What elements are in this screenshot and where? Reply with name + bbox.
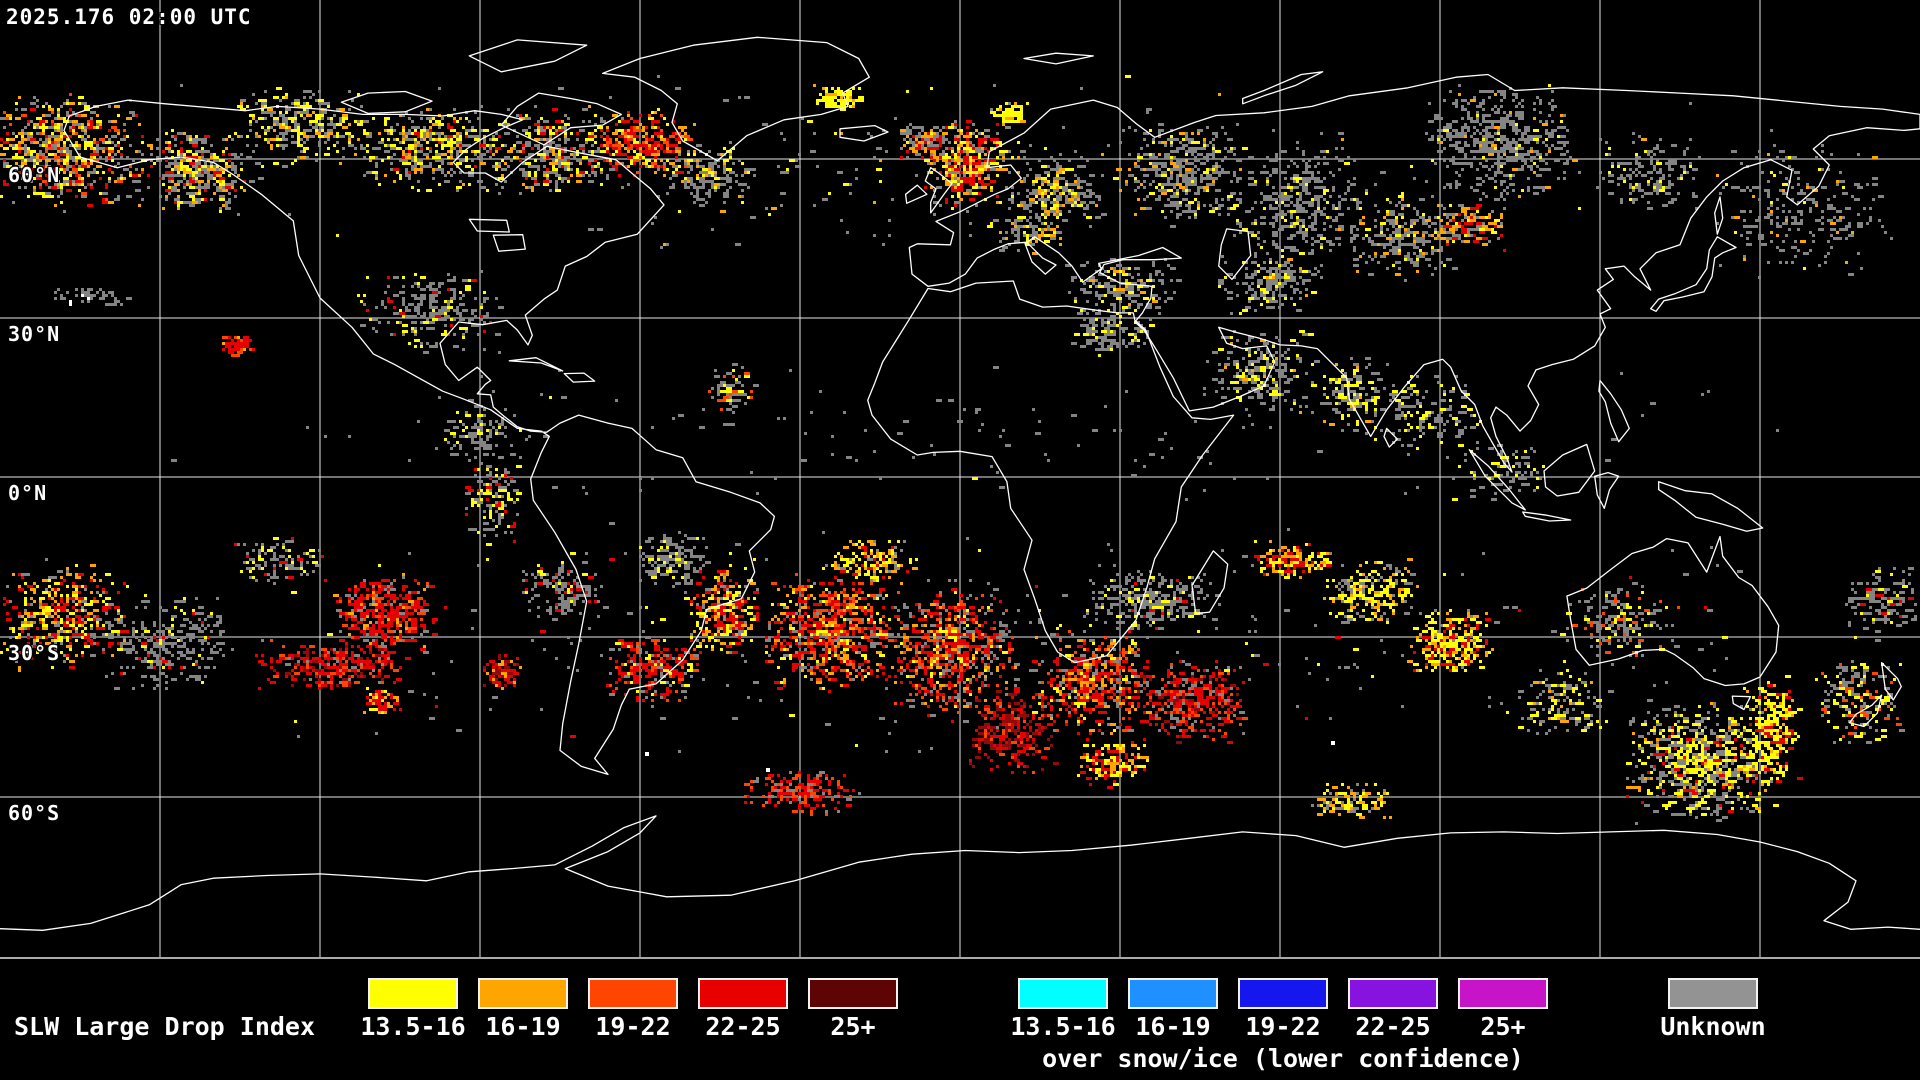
coastline-lake-superior bbox=[468, 218, 510, 233]
legend-swatch-label-cool-3: 22-25 bbox=[1355, 1012, 1431, 1041]
island-dot bbox=[645, 752, 649, 756]
legend-swatch-warm-3 bbox=[698, 978, 788, 1009]
coastline-nz-south bbox=[1848, 694, 1883, 728]
legend-swatch-cool-3 bbox=[1348, 978, 1438, 1009]
coastline-philippines bbox=[1598, 379, 1630, 443]
legend-swatch-cool-2 bbox=[1238, 978, 1328, 1009]
coastline-iceland bbox=[839, 124, 889, 142]
legend-swatch-label-cool-4: 25+ bbox=[1480, 1012, 1526, 1041]
legend-swatch-cool-1 bbox=[1128, 978, 1218, 1009]
lat-label-0N: 0°N bbox=[8, 481, 48, 505]
coastline-nz-north bbox=[1880, 661, 1902, 701]
coastline-borneo bbox=[1543, 443, 1596, 497]
legend-swatch-label-warm-1: 16-19 bbox=[485, 1012, 561, 1041]
coastline-australia bbox=[1566, 535, 1780, 687]
lat-label-30N: 30°N bbox=[8, 322, 61, 346]
coastline-novaya-zemlya bbox=[1242, 71, 1324, 105]
coastline-greenland bbox=[602, 36, 870, 162]
lat-label-30S: 30°S bbox=[8, 641, 61, 665]
legend-swatch-warm-4 bbox=[808, 978, 898, 1009]
lat-label-60S: 60°S bbox=[8, 801, 61, 825]
coastline-lake-huron-michigan bbox=[492, 234, 526, 252]
coastline-sri-lanka bbox=[1383, 427, 1398, 448]
legend-swatch-cool-4 bbox=[1458, 978, 1548, 1009]
coastline-americas bbox=[63, 99, 776, 776]
legend-swatch-label-cool-2: 19-22 bbox=[1245, 1012, 1321, 1041]
coastline-madagascar bbox=[1191, 550, 1229, 615]
coastline-tasmania bbox=[1731, 695, 1752, 711]
legend-swatch-label-warm-0: 13.5-16 bbox=[360, 1012, 466, 1041]
lat-label-60N: 60°N bbox=[8, 163, 61, 187]
coastline-java bbox=[1522, 511, 1572, 522]
coastline-eurasia bbox=[908, 73, 1920, 473]
slw-data-layer-R bbox=[0, 99, 1914, 813]
coastline-ellesmere bbox=[468, 39, 588, 73]
slw-data-layer-w bbox=[69, 294, 90, 306]
coastline-ireland bbox=[904, 184, 928, 204]
legend-swatch-label-cool-1: 16-19 bbox=[1135, 1012, 1211, 1041]
legend-swatch-label-cool-0: 13.5-16 bbox=[1010, 1012, 1116, 1041]
coastline-cuba bbox=[508, 357, 564, 372]
coastline-caspian bbox=[1218, 228, 1252, 281]
legend-subtitle: over snow/ice (lower confidence) bbox=[1042, 1044, 1524, 1073]
coastline-sumatra bbox=[1468, 449, 1526, 511]
coastline-victoria-island bbox=[340, 90, 433, 115]
legend-swatch-warm-1 bbox=[478, 978, 568, 1009]
coastline-svalbard bbox=[1023, 52, 1094, 65]
legend-swatch-label-warm-4: 25+ bbox=[830, 1012, 876, 1041]
island-dot bbox=[766, 768, 770, 772]
legend-swatch-unknown-0 bbox=[1668, 978, 1758, 1009]
coastline-new-guinea bbox=[1658, 481, 1764, 532]
slw-data-layer-y bbox=[0, 75, 1908, 816]
legend-swatch-warm-0 bbox=[368, 978, 458, 1009]
coastline-sakhalin bbox=[1714, 196, 1724, 235]
legend-swatch-label-warm-2: 19-22 bbox=[595, 1012, 671, 1041]
legend-swatch-label-unknown-0: Unknown bbox=[1660, 1012, 1766, 1041]
legend-swatch-warm-2 bbox=[588, 978, 678, 1009]
coastline-hispaniola bbox=[563, 372, 596, 383]
legend-swatch-cool-0 bbox=[1018, 978, 1108, 1009]
island-dot bbox=[1331, 741, 1335, 745]
coastline-uk bbox=[924, 167, 953, 214]
coastline-baffin bbox=[500, 92, 622, 146]
legend-swatch-label-warm-3: 22-25 bbox=[705, 1012, 781, 1041]
coastline-antarctica bbox=[0, 815, 1920, 931]
legend-title: SLW Large Drop Index bbox=[14, 1012, 316, 1041]
timestamp: 2025.176 02:00 UTC bbox=[6, 5, 252, 29]
coastline-africa bbox=[867, 280, 1235, 664]
coastline-sulawesi bbox=[1594, 471, 1620, 509]
coastline-japan bbox=[1650, 236, 1737, 312]
